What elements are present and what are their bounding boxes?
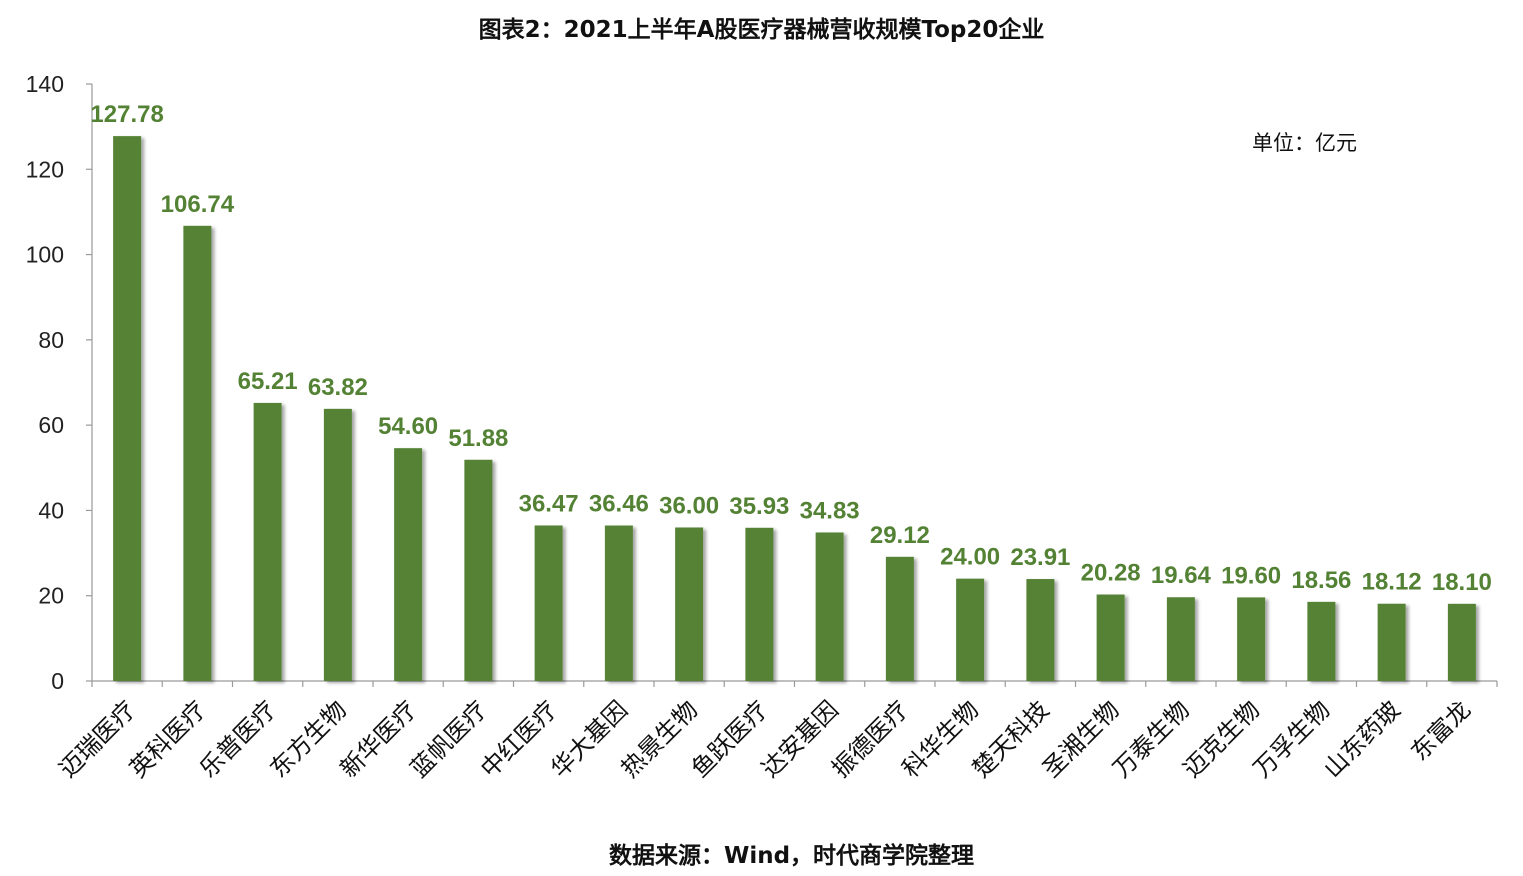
- x-tick-label: 迈瑞医疗: [54, 695, 142, 783]
- data-label: 18.10: [1432, 569, 1492, 596]
- y-tick-label: 0: [51, 668, 64, 694]
- bar: [815, 532, 844, 681]
- y-tick-label: 100: [26, 242, 64, 268]
- data-label: 65.21: [238, 368, 298, 395]
- bar: [1166, 597, 1195, 681]
- chart-title: 图表2：2021上半年A股医疗器械营收规模Top20企业: [478, 17, 1045, 43]
- data-label: 36.00: [659, 492, 719, 519]
- data-label: 18.56: [1291, 567, 1351, 594]
- data-label: 19.64: [1151, 562, 1212, 589]
- bar: [323, 408, 352, 681]
- y-tick-label: 60: [38, 412, 64, 438]
- bar: [1307, 601, 1336, 681]
- x-tick-label: 热景生物: [616, 695, 704, 783]
- data-label: 54.60: [378, 413, 438, 440]
- bar: [1447, 603, 1476, 681]
- y-tick-label: 120: [26, 156, 64, 182]
- x-tick-label: 达安基因: [756, 695, 844, 783]
- data-label: 20.28: [1081, 560, 1141, 587]
- x-tick-label: 乐普医疗: [194, 695, 282, 783]
- x-tick-label: 振德医疗: [826, 695, 914, 783]
- y-tick-label: 40: [38, 497, 64, 523]
- bar: [745, 527, 774, 681]
- data-label: 51.88: [448, 425, 508, 452]
- data-label: 63.82: [308, 374, 368, 401]
- bar: [394, 448, 423, 681]
- bar: [1026, 579, 1055, 681]
- data-label: 36.47: [519, 490, 579, 517]
- x-tick-label: 楚天科技: [967, 695, 1055, 783]
- x-tick-label: 山东药玻: [1318, 695, 1406, 783]
- bar: [464, 459, 493, 681]
- data-label: 24.00: [940, 544, 1000, 571]
- y-tick-label: 20: [38, 583, 64, 609]
- y-tick-label: 140: [26, 71, 64, 97]
- x-tick-label: 圣湘生物: [1037, 695, 1125, 783]
- unit-note: 单位：亿元: [1252, 131, 1357, 155]
- x-tick-label: 新华医疗: [335, 695, 423, 783]
- bar: [956, 578, 985, 681]
- y-tick-label: 80: [38, 327, 64, 353]
- data-label: 106.74: [161, 191, 235, 218]
- data-label: 19.60: [1221, 562, 1281, 589]
- x-tick-label: 中红医疗: [475, 695, 563, 783]
- x-tick-label: 东富龙: [1405, 695, 1476, 766]
- bar: [885, 556, 914, 681]
- x-tick-label: 蓝帆医疗: [405, 695, 493, 783]
- data-label: 23.91: [1010, 544, 1070, 571]
- x-tick-label: 万孚生物: [1248, 695, 1336, 783]
- bar: [113, 136, 142, 682]
- x-tick-label: 万泰生物: [1107, 695, 1195, 783]
- x-tick-label: 东方生物: [264, 695, 352, 783]
- source-note: 数据来源：Wind，时代商学院整理: [608, 843, 975, 869]
- data-label: 34.83: [800, 497, 860, 524]
- data-label: 29.12: [870, 522, 930, 549]
- bar: [183, 225, 212, 681]
- bar: [1237, 597, 1266, 681]
- x-tick-label: 鱼跃医疗: [686, 695, 774, 783]
- x-tick-label: 华大基因: [545, 695, 633, 783]
- x-tick-label: 英科医疗: [124, 695, 212, 783]
- bar: [534, 525, 563, 681]
- x-tick-label: 科华生物: [897, 695, 985, 783]
- bar: [604, 525, 633, 681]
- x-tick-label: 迈克生物: [1178, 695, 1266, 783]
- bar: [253, 402, 282, 681]
- data-label: 127.78: [90, 101, 163, 128]
- data-label: 36.46: [589, 491, 649, 518]
- data-label: 18.12: [1362, 569, 1422, 596]
- data-label: 35.93: [729, 493, 789, 520]
- bar: [1377, 603, 1406, 681]
- bar: [675, 527, 704, 681]
- bar: [1096, 594, 1125, 681]
